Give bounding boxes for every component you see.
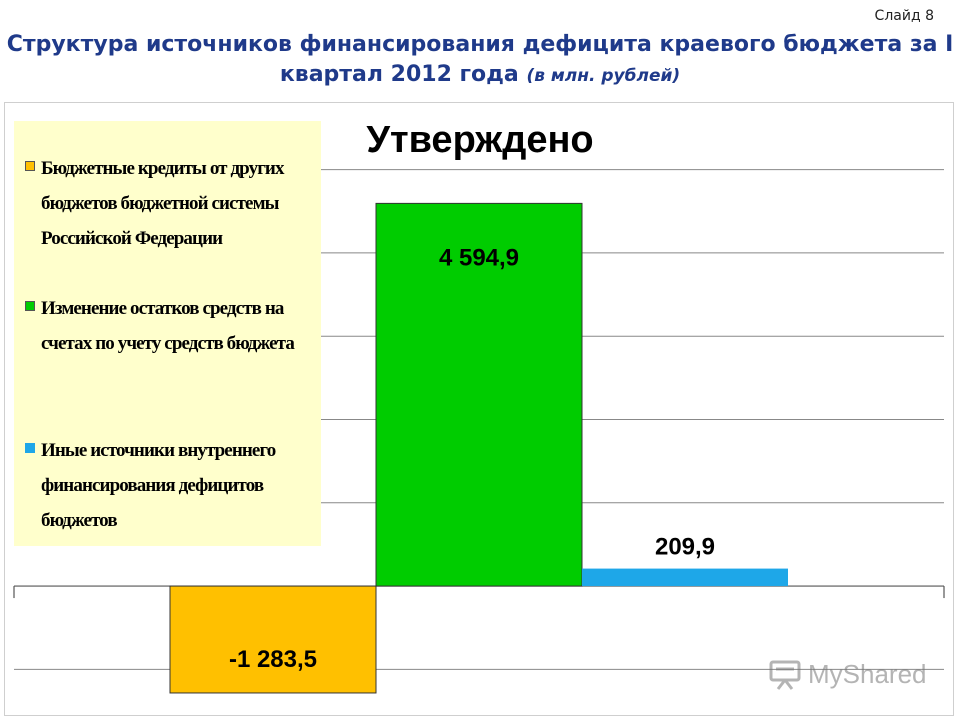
legend-label-3: Иные источники внутреннего финансировани… — [41, 440, 276, 531]
label-layer: -1 283,5 4 594,9 209,9 — [229, 244, 715, 673]
slide-number: Слайд 8 — [874, 8, 934, 24]
slide-title: Структура источников финансирования дефи… — [0, 30, 960, 91]
bar-layer — [169, 202, 788, 694]
data-label-series-1: -1 283,5 — [229, 646, 317, 673]
presentation-board-icon — [769, 660, 801, 690]
chart-title: Утверждено — [366, 119, 593, 161]
slide-title-main: Структура источников финансирования дефи… — [6, 32, 954, 87]
legend-label-1: Бюджетные кредиты от других бюджетов бюд… — [41, 158, 284, 249]
bar-series-2 — [375, 202, 583, 587]
data-label-series-3: 209,9 — [655, 534, 715, 561]
legend-label-2: Изменение остатков средств на счетах по … — [41, 298, 295, 354]
bar-series-3 — [582, 568, 788, 587]
watermark: MyShared — [768, 656, 927, 692]
legend-swatch-1 — [25, 161, 35, 171]
data-label-series-2: 4 594,9 — [439, 244, 519, 271]
legend-swatch-3 — [25, 443, 35, 453]
slide-title-unit: (в млн. рублей) — [526, 66, 681, 86]
legend-swatch-2 — [25, 301, 35, 311]
bar-series-1 — [169, 585, 377, 694]
watermark-text: MyShared — [808, 658, 927, 689]
chart-legend: Бюджетные кредиты от других бюджетов бюд… — [14, 121, 321, 546]
